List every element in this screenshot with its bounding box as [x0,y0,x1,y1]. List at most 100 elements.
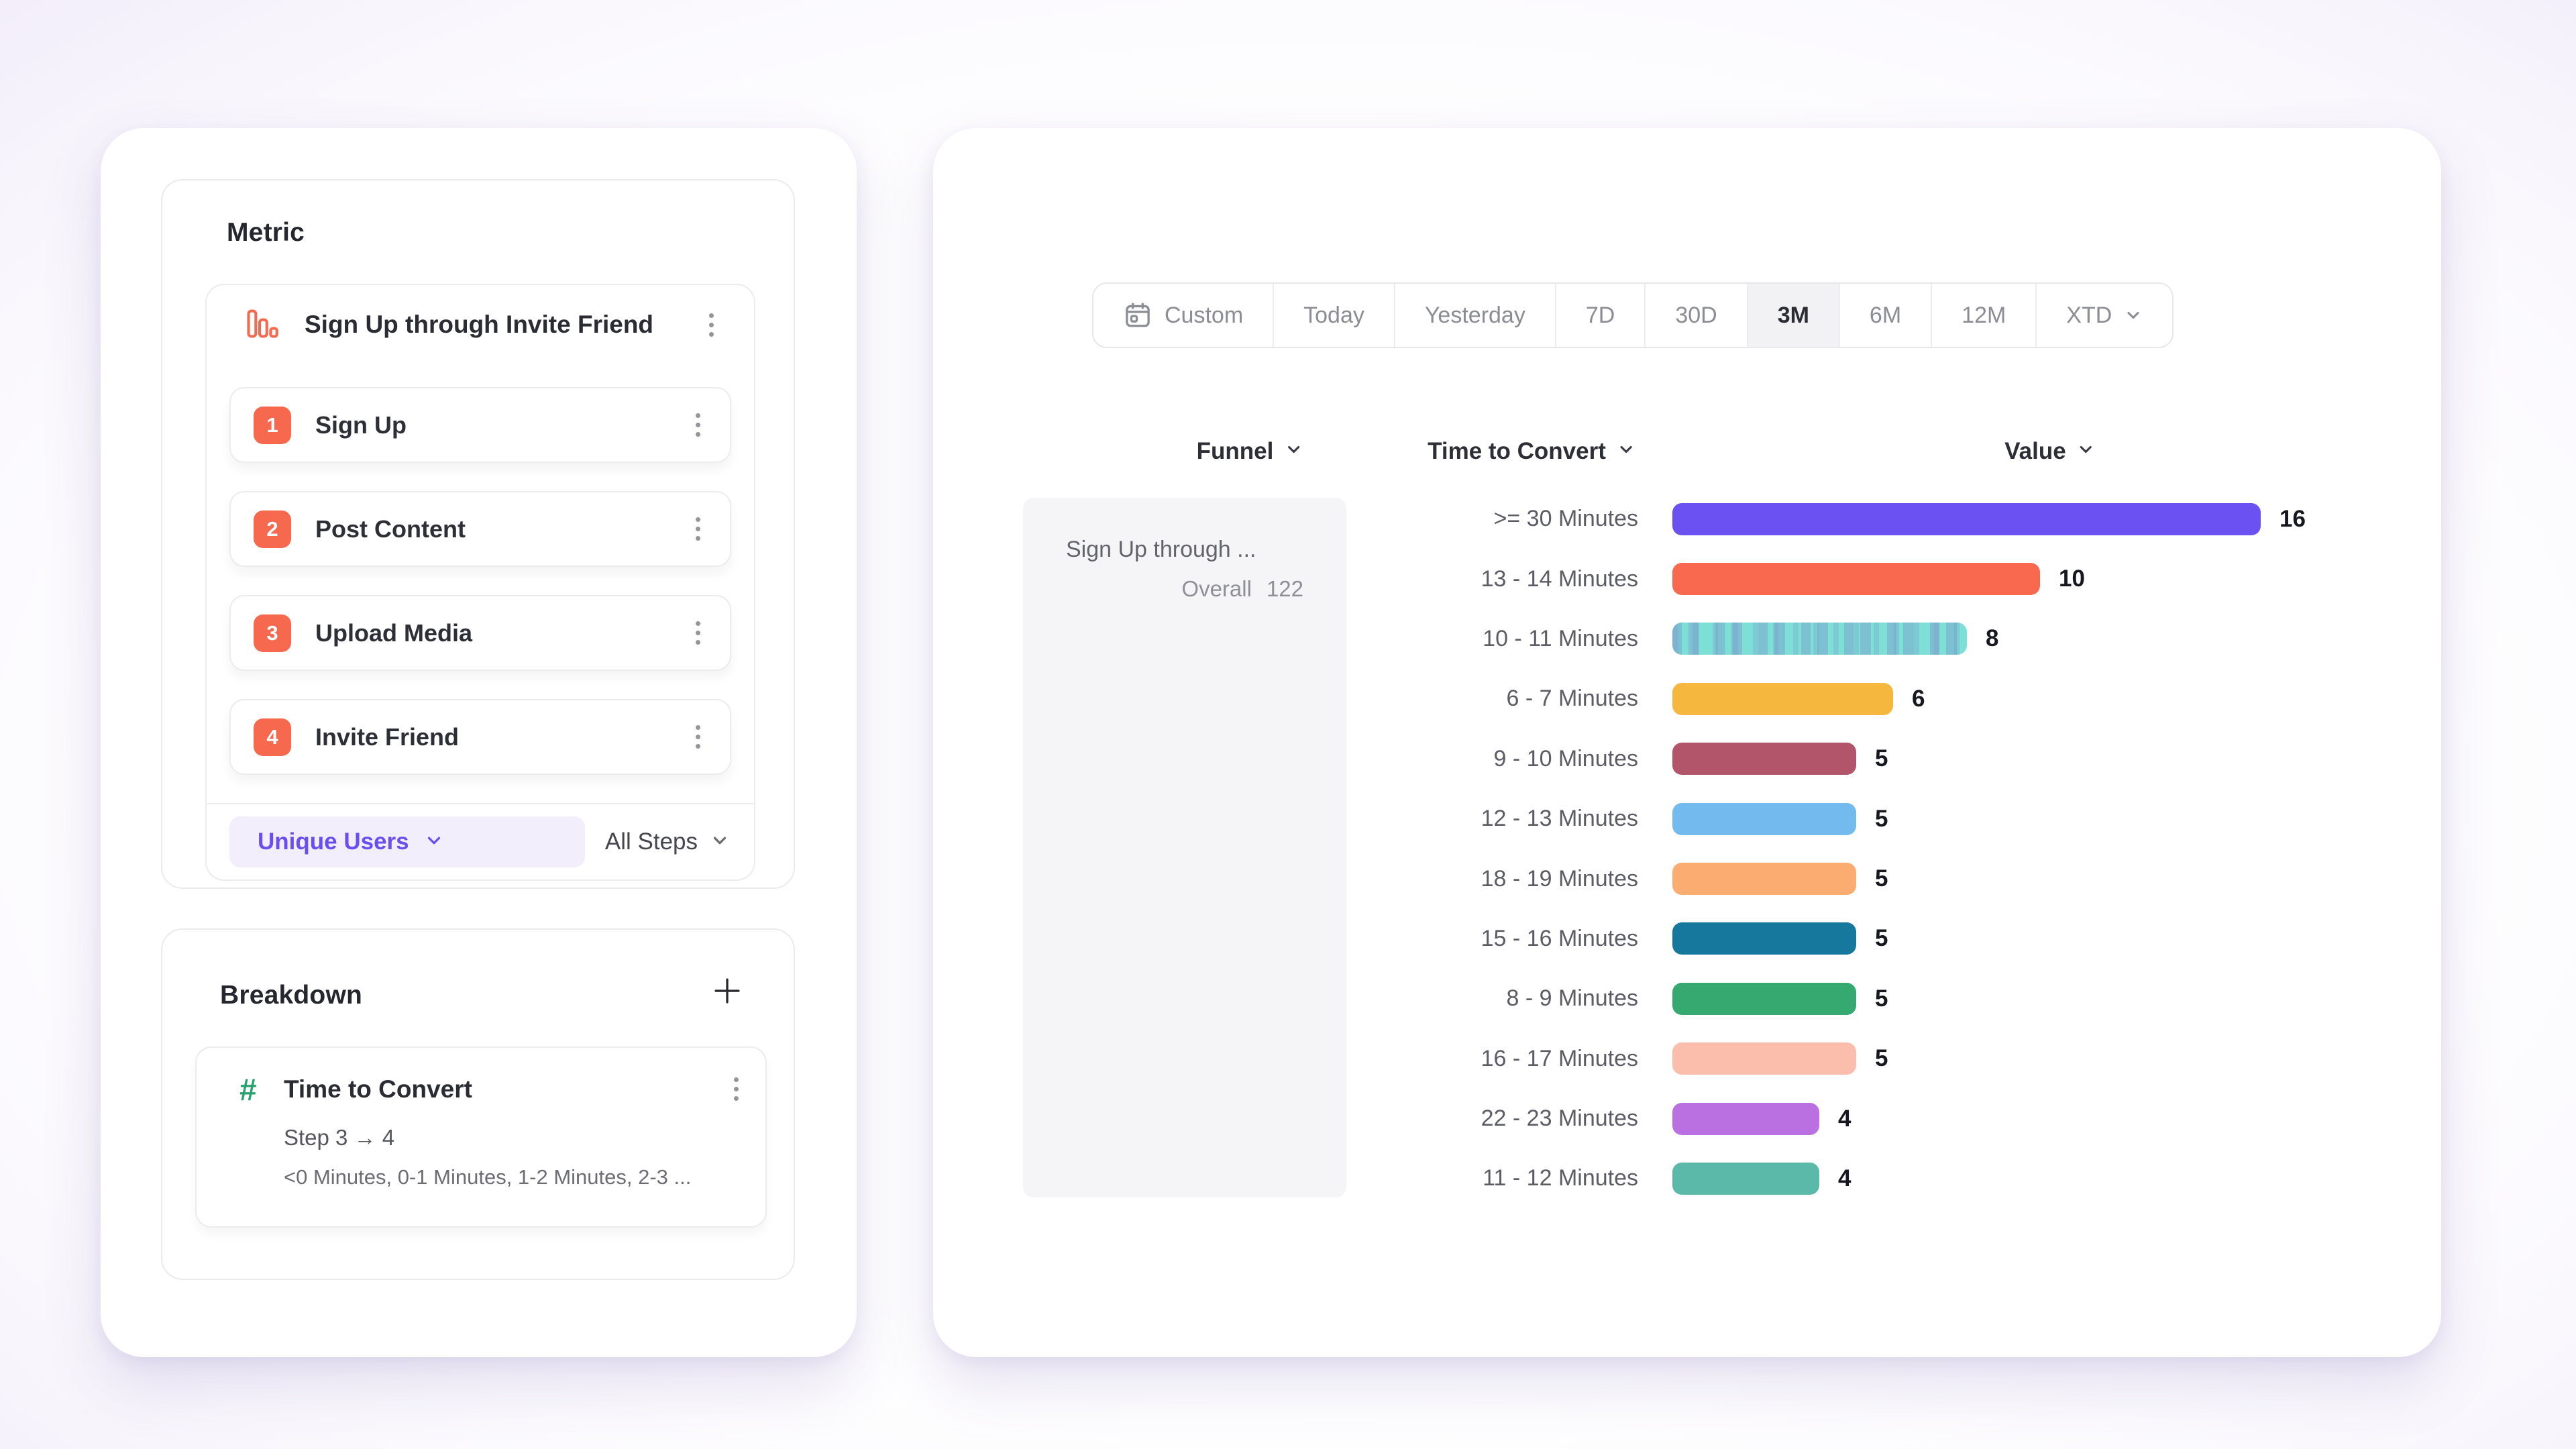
bar-value-label: 5 [1875,925,1888,952]
steps-scope-dropdown[interactable]: All Steps [605,828,730,855]
funnel-metric-header[interactable]: Sign Up through Invite Friend [207,285,754,364]
bar-row: 10 - 11 Minutes 8 [1277,609,2306,669]
column-header-value[interactable]: Value [2004,438,2095,465]
step-label: Post Content [315,515,466,543]
range-option-today[interactable]: Today [1274,284,1395,347]
funnel-step-card[interactable]: 2 Post Content [229,491,731,567]
bar-row: 16 - 17 Minutes 5 [1277,1029,2306,1089]
bar-segment[interactable] [1672,682,1893,715]
range-option-label: 3M [1777,302,1809,328]
funnel-cell-overall: Overall 122 [1066,576,1303,602]
calendar-icon [1123,301,1152,330]
bar-chart: >= 30 Minutes 16 13 - 14 Minutes 10 10 - 11 … [1277,489,2306,1209]
range-option-label: Custom [1165,302,1244,328]
bar-value-label: 4 [1838,1105,1851,1132]
bar-row: 22 - 23 Minutes 4 [1277,1089,2306,1148]
bar-segment[interactable] [1672,502,2261,535]
funnel-metric-name: Sign Up through Invite Friend [305,311,654,338]
counting-method-label: Unique Users [258,828,409,855]
bar-category-label: 11 - 12 Minutes [1483,1165,1638,1191]
bar-row: 18 - 19 Minutes 5 [1277,849,2306,908]
step-number-badge: 3 [254,614,291,652]
bar-category-label: 16 - 17 Minutes [1481,1045,1638,1071]
bar-value-label: 5 [1875,865,1888,892]
bar-segment[interactable] [1672,743,1856,775]
add-breakdown-button[interactable] [709,973,745,1012]
breakdown-menu-kebab-icon[interactable] [727,1071,745,1108]
range-option-xtd[interactable]: XTD [2037,284,2172,347]
bar-chart-icon [244,306,279,344]
bar-category-label: 13 - 14 Minutes [1481,566,1638,592]
step-number-badge: 1 [254,406,291,444]
hash-icon: # [239,1071,257,1107]
bar-segment[interactable] [1672,1102,1819,1135]
range-option-12m[interactable]: 12M [1932,284,2037,347]
range-option-custom[interactable]: Custom [1093,284,1275,347]
bar-row: 11 - 12 Minutes 4 [1277,1148,2306,1208]
column-header-time-to-convert-label: Time to Convert [1428,438,1606,464]
funnel-cell[interactable]: Sign Up through ... Overall 122 [1023,498,1346,1197]
step-menu-kebab-icon[interactable] [689,407,707,443]
bar-segment[interactable] [1672,1162,1819,1195]
breakdown-property-header: # Time to Convert [239,1071,745,1108]
overall-label: Overall [1181,576,1252,601]
chevron-down-icon [1284,438,1303,465]
overall-value: 122 [1266,576,1303,601]
bar-row: 13 - 14 Minutes 10 [1277,549,2306,608]
column-header-time-to-convert[interactable]: Time to Convert [1428,438,1635,465]
step-menu-kebab-icon[interactable] [689,614,707,651]
range-option-7d[interactable]: 7D [1556,284,1646,347]
bar-category-label: 18 - 19 Minutes [1481,865,1638,892]
date-range-selector: Custom Today Yesterday 7D 30D 3M 6M 12M XTD [1092,282,2174,348]
bar-row: 15 - 16 Minutes 5 [1277,909,2306,969]
breakdown-property-name: Time to Convert [284,1075,472,1103]
funnel-step-card[interactable]: 4 Invite Friend [229,699,731,775]
funnel-footer: Unique Users All Steps [207,803,754,879]
bar-segment[interactable] [1672,982,1856,1015]
funnel-menu-kebab-icon[interactable] [702,307,720,343]
bar-value-label: 5 [1875,1045,1888,1072]
chevron-down-icon [710,830,730,854]
range-option-30d[interactable]: 30D [1646,284,1748,347]
range-option-6m[interactable]: 6M [1840,284,1933,347]
step-number-badge: 4 [254,718,291,756]
bar-value-label: 16 [2279,505,2306,532]
step-menu-kebab-icon[interactable] [689,718,707,755]
funnel-step-card[interactable]: 3 Upload Media [229,595,731,671]
column-header-funnel-label: Funnel [1196,438,1274,464]
breakdown-property-card[interactable]: # Time to Convert Step 3 → 4 <0 Minutes,… [195,1046,767,1228]
counting-method-dropdown[interactable]: Unique Users [229,816,585,867]
bar-segment[interactable] [1672,1042,1856,1075]
bar-value-label: 5 [1875,985,1888,1012]
bar-category-label: 22 - 23 Minutes [1481,1106,1638,1132]
breakdown-section: Breakdown # Time to Convert Step 3 → 4 <… [161,928,795,1280]
bar-segment[interactable] [1672,563,2040,596]
range-option-label: 30D [1675,302,1717,328]
column-header-value-label: Value [2004,438,2066,464]
funnel-step-card[interactable]: 1 Sign Up [229,387,731,463]
bar-row: 8 - 9 Minutes 5 [1277,969,2306,1028]
range-option-label: 12M [1962,302,2006,328]
funnel-cell-name: Sign Up through ... [1066,537,1256,562]
bar-value-label: 8 [1986,625,1999,652]
range-option-label: XTD [2066,302,2112,328]
bar-category-label: 8 - 9 Minutes [1506,985,1638,1012]
bar-segment[interactable] [1672,623,1967,655]
step-menu-kebab-icon[interactable] [689,511,707,547]
range-option-yesterday[interactable]: Yesterday [1395,284,1556,347]
bar-segment[interactable] [1672,802,1856,835]
chevron-down-icon [2124,306,2143,325]
range-option-label: 6M [1869,302,1902,328]
step-label: Invite Friend [315,722,460,751]
bar-category-label: >= 30 Minutes [1493,506,1638,532]
bar-segment[interactable] [1672,863,1856,896]
column-header-funnel[interactable]: Funnel [1197,438,1303,465]
bar-segment[interactable] [1672,922,1856,955]
bar-row: >= 30 Minutes 16 [1277,489,2306,549]
steps-scope-label: All Steps [604,828,698,855]
step-number-badge: 2 [254,510,291,548]
range-option-label: Today [1303,302,1364,328]
range-option-3m[interactable]: 3M [1748,284,1840,347]
metric-section: Metric Sign Up through Invite Friend 1 Si… [161,179,795,889]
